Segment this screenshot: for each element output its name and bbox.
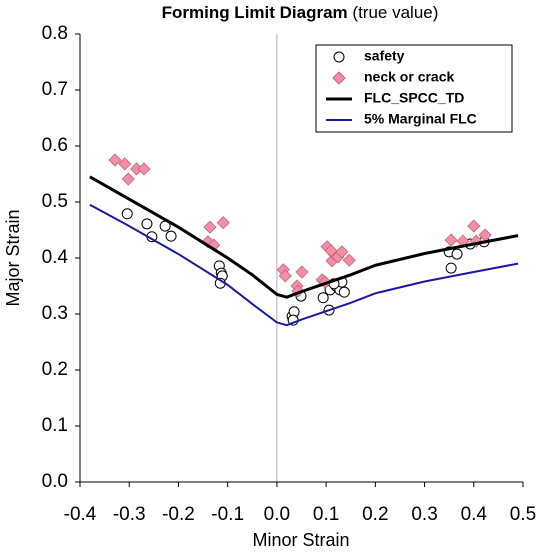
point: [444, 233, 458, 247]
y-tick-label: 0.3: [42, 303, 68, 324]
x-tick-label: 0.4: [461, 504, 488, 525]
point: [121, 208, 133, 220]
y-tick-label: 0.8: [42, 23, 68, 44]
line: [89, 175, 519, 299]
title: Forming Limit Diagram: [162, 3, 348, 22]
point: [317, 292, 329, 304]
legend-marker: [333, 51, 345, 63]
point: [118, 157, 132, 171]
legend-box: [315, 44, 513, 133]
point: [295, 265, 309, 279]
point: [445, 262, 457, 274]
y-tick-label: 0.1: [42, 415, 68, 436]
x-tick-label: -0.4: [64, 504, 97, 525]
point: [278, 269, 292, 283]
y-tick-label: 0.4: [42, 247, 69, 268]
x-axis-label: Minor Strain: [252, 530, 349, 550]
x-tick-label: 0.1: [313, 504, 339, 525]
legend: safety neck or crack FLC_SPCC_TD 5% Margina…: [315, 44, 513, 133]
y-tick-label: 0.0: [42, 471, 68, 492]
y-tick-label: 0.7: [42, 79, 68, 100]
point: [342, 253, 356, 267]
y-tick-label: 0.6: [42, 135, 68, 156]
subtitle: (true value): [352, 3, 438, 22]
x-tick-label: -0.3: [113, 504, 146, 525]
x-tick-label: 0.5: [510, 504, 536, 525]
legend-label: FLC_SPCC_TD: [364, 90, 464, 106]
point: [108, 153, 122, 167]
point: [203, 220, 217, 234]
point: [451, 248, 463, 260]
line: [89, 203, 519, 327]
point: [141, 218, 153, 230]
legend-label: 5% Marginal FLC: [364, 111, 477, 127]
y-axis-label: Major Strain: [3, 209, 23, 306]
legend-label: safety: [364, 48, 405, 64]
x-tick-label: 0.2: [362, 504, 388, 525]
point: [137, 162, 151, 176]
point: [165, 230, 177, 242]
x-tick-label: -0.1: [211, 504, 244, 525]
legend-label: neck or crack: [364, 69, 454, 85]
point: [291, 284, 305, 298]
point: [467, 219, 481, 233]
x-tick-label: -0.2: [162, 504, 195, 525]
point: [216, 216, 230, 230]
y-tick-label: 0.5: [42, 191, 68, 212]
point: [335, 245, 349, 259]
chart-title: Forming Limit Diagram (true value): [162, 3, 439, 22]
point: [121, 172, 135, 186]
point: [324, 244, 338, 258]
point: [338, 286, 350, 298]
x-tick-label: 0.0: [264, 504, 290, 525]
y-tick-label: 0.2: [42, 359, 68, 380]
legend-marker: [332, 71, 346, 85]
x-tick-label: 0.3: [411, 504, 437, 525]
